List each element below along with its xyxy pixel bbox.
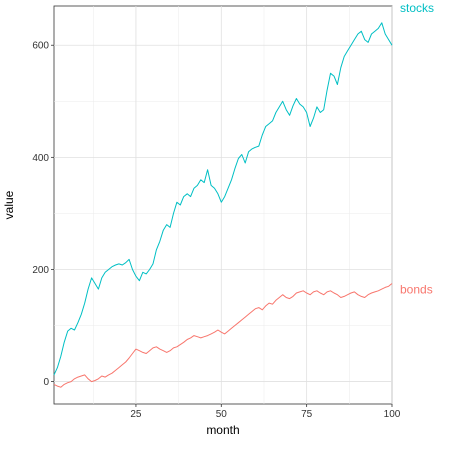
x-axis-ticks: 25 50 75 100 [130, 404, 401, 420]
x-tick-label: 25 [130, 409, 142, 420]
bonds-label: bonds [400, 282, 433, 296]
y-tick-label: 200 [32, 265, 49, 276]
bonds-line [53, 283, 393, 388]
y-axis-title: value [2, 190, 16, 219]
x-tick-label: 50 [216, 409, 228, 420]
y-tick-label: 0 [43, 377, 49, 388]
x-tick-label: 75 [301, 409, 313, 420]
y-axis-ticks: 0 200 400 600 [32, 41, 54, 388]
series-lines [53, 22, 393, 388]
minor-gridlines [54, 6, 392, 404]
plot-panel [53, 5, 393, 405]
x-axis-title: month [206, 423, 239, 437]
major-gridlines [54, 6, 393, 404]
stocks-line [53, 22, 393, 376]
series-labels: stocks bonds [400, 1, 434, 296]
y-tick-label: 600 [32, 41, 49, 52]
stocks-label: stocks [400, 1, 434, 15]
x-tick-label: 100 [384, 409, 401, 420]
y-tick-label: 400 [32, 153, 49, 164]
